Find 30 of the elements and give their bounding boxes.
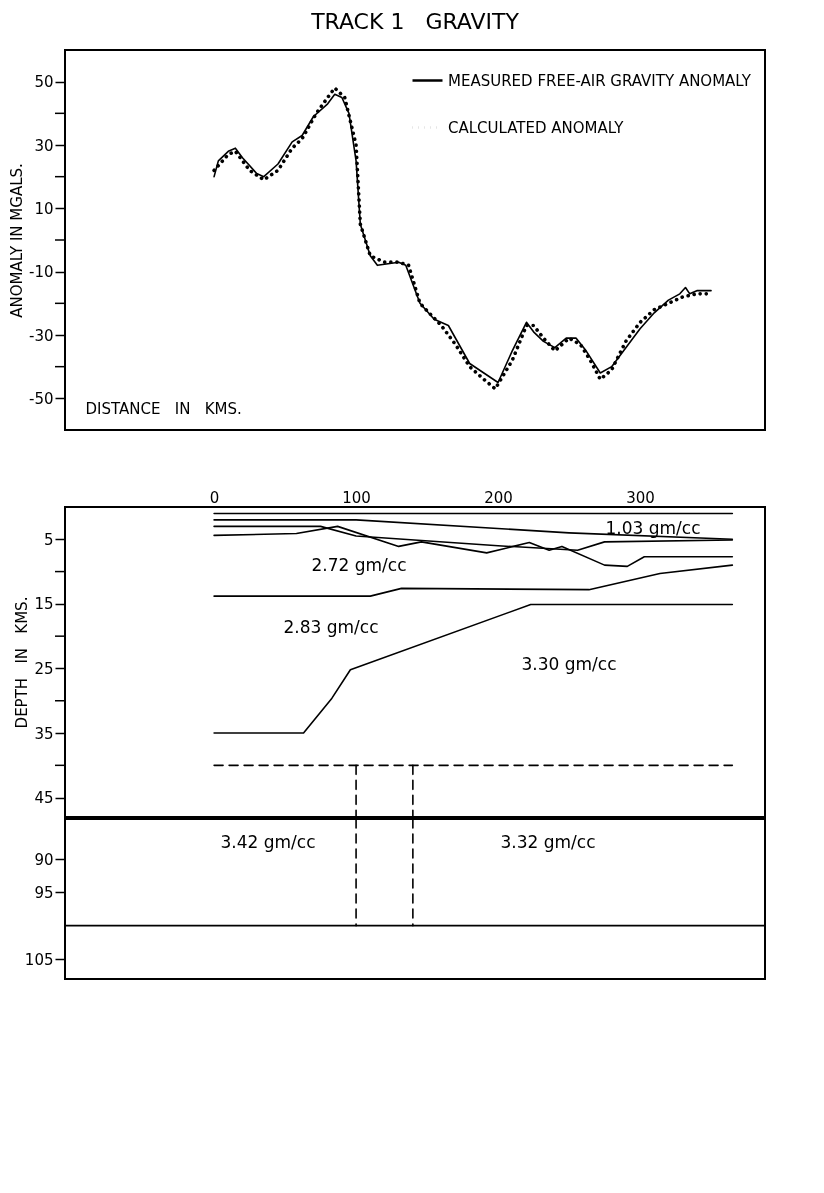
y-tick-label: -30: [29, 326, 54, 345]
y-axis-title: DEPTH IN KMS.: [13, 596, 32, 729]
chart-title: TRACK 1 GRAVITY: [310, 9, 520, 34]
y-tick-label: 105: [24, 950, 54, 969]
annotation: 2.83 gm/cc: [283, 616, 379, 637]
x-tick-label: 100: [342, 488, 371, 507]
y-tick-label: 35: [34, 724, 54, 743]
y-tick-label: -10: [29, 263, 54, 282]
y-tick-label: 50: [34, 73, 54, 92]
x-tick-label: 300: [626, 488, 655, 507]
y-tick-label: 95: [34, 883, 54, 902]
legend-label: CALCULATED ANOMALY: [448, 118, 625, 137]
y-tick-label: 30: [34, 136, 54, 155]
annotation: 3.32 gm/cc: [500, 832, 596, 852]
annotation: 3.42 gm/cc: [220, 832, 316, 852]
y-tick-label: 90: [34, 850, 54, 869]
x-axis-title: DISTANCE IN KMS.: [85, 399, 242, 418]
annotation: 3.30 gm/cc: [521, 654, 617, 675]
y-axis-title: ANOMALY IN MGALS.: [8, 163, 26, 318]
x-tick-label: 0: [209, 488, 220, 507]
y-tick-label: 45: [34, 789, 54, 808]
y-tick-label: 10: [34, 199, 54, 218]
y-tick-label: -50: [29, 389, 54, 408]
annotation: 2.72 gm/cc: [311, 554, 407, 575]
legend-label: MEASURED FREE-AIR GRAVITY ANOMALY: [448, 71, 752, 90]
x-tick-label: 200: [484, 488, 513, 507]
y-tick-label: 5: [43, 530, 54, 549]
y-tick-label: 25: [34, 659, 54, 678]
y-tick-label: 15: [34, 595, 54, 614]
annotation: 1.03 gm/cc: [605, 517, 701, 538]
